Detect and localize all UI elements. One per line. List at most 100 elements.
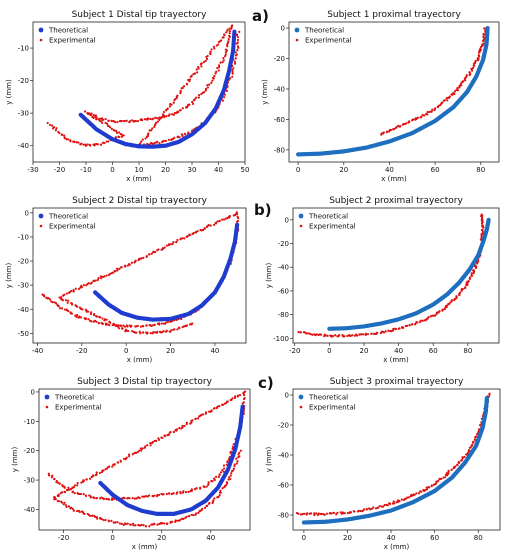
data-point (80, 481, 83, 484)
data-point (51, 127, 55, 130)
data-point (299, 331, 302, 334)
data-point (224, 53, 227, 56)
data-point (229, 77, 232, 80)
data-point (229, 398, 232, 402)
data-point (232, 467, 236, 470)
data-point (173, 99, 176, 102)
data-point (183, 424, 186, 428)
data-point (176, 238, 179, 242)
data-point (63, 491, 67, 494)
data-point (151, 127, 154, 130)
data-point (56, 494, 59, 497)
data-point (71, 507, 74, 511)
chart-5: Subject 3 Distal tip trayectory -20 0 20 40 -… (11, 377, 251, 550)
data-point (90, 311, 93, 314)
y-tick-label: -40 (274, 85, 285, 93)
y-axis-label: y (mm) (261, 79, 269, 105)
data-point (420, 115, 423, 119)
data-point (384, 330, 387, 333)
data-point (191, 232, 194, 236)
data-point (134, 119, 137, 123)
data-point (102, 118, 105, 121)
data-point (88, 477, 92, 480)
plot-area (41, 211, 240, 335)
x-tick-label: 40 (210, 347, 219, 355)
data-point (416, 321, 419, 324)
data-point (141, 119, 144, 122)
data-point (483, 27, 486, 30)
data-point (359, 509, 362, 513)
data-point (103, 319, 106, 322)
data-point (128, 455, 131, 458)
data-point (480, 236, 483, 239)
data-point (108, 126, 112, 129)
data-point (131, 496, 134, 500)
data-point (205, 225, 208, 228)
data-point (149, 332, 152, 335)
data-point (459, 82, 462, 86)
data-point (405, 122, 408, 125)
data-point (147, 494, 151, 497)
data-point (456, 463, 459, 466)
data-point (100, 277, 103, 280)
data-point (49, 123, 52, 127)
data-point (461, 287, 464, 291)
data-point (137, 259, 140, 262)
legend-label: Theoretical (54, 394, 94, 402)
data-point (185, 423, 188, 426)
data-point (107, 140, 110, 143)
data-point (221, 36, 224, 39)
x-tick-label: 20 (339, 166, 348, 174)
x-axis-label: x (mm) (126, 175, 152, 183)
data-point (232, 214, 235, 217)
chart-title: Subject 2 proximal trayectory (329, 196, 463, 206)
data-point (447, 469, 450, 473)
data-point (408, 324, 411, 327)
data-point (412, 118, 415, 121)
series-theoretical (98, 404, 245, 516)
data-point (139, 325, 143, 328)
data-point (212, 45, 215, 48)
data-point (188, 514, 191, 517)
data-point (75, 141, 78, 144)
data-point (231, 397, 234, 400)
data-point (175, 240, 178, 244)
data-point (90, 112, 93, 115)
data-point (482, 32, 485, 36)
data-point (85, 284, 88, 287)
x-tick-label: 80 (474, 534, 483, 542)
data-point (466, 283, 469, 286)
data-point (223, 33, 226, 37)
data-point (464, 286, 467, 289)
data-point (468, 276, 472, 279)
data-point (235, 53, 239, 56)
data-point (419, 319, 422, 322)
x-tick-label: 60 (429, 347, 438, 355)
data-point (117, 327, 121, 330)
data-point (156, 249, 159, 252)
data-point (122, 523, 125, 527)
x-tick-label: 0 (110, 534, 114, 542)
x-tick-label: 30 (188, 166, 197, 174)
data-point (229, 474, 232, 477)
data-point (54, 497, 57, 501)
data-point (167, 492, 171, 495)
data-point (89, 282, 92, 285)
data-point (57, 500, 61, 503)
data-point (161, 141, 164, 144)
data-point (484, 395, 490, 401)
data-point (57, 305, 60, 308)
data-point (67, 505, 71, 508)
data-point (172, 492, 175, 495)
data-point (399, 125, 402, 128)
data-point (343, 512, 346, 515)
data-point (440, 477, 443, 480)
data-point (210, 81, 213, 84)
data-point (447, 472, 450, 475)
data-point (63, 308, 67, 311)
data-point (170, 103, 173, 106)
data-point (431, 108, 434, 111)
data-point (92, 114, 96, 117)
data-point (112, 521, 116, 524)
data-point (144, 494, 148, 498)
